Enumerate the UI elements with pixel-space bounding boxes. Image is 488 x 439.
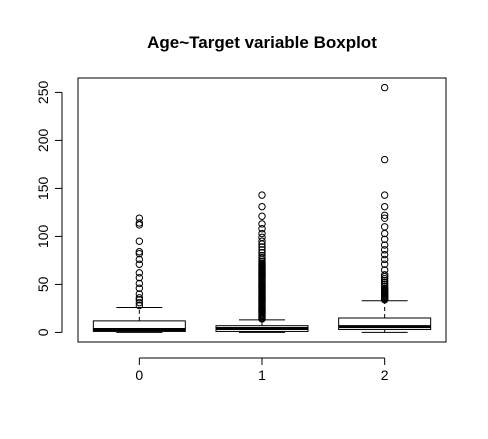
- outlier-point: [380, 202, 389, 211]
- x-tick-label: 0: [135, 367, 143, 383]
- outlier-point: [380, 276, 389, 285]
- outlier-point: [135, 301, 144, 310]
- outlier-point: [380, 83, 389, 92]
- outlier-point: [135, 284, 144, 292]
- outlier-point: [380, 260, 389, 268]
- y-tick-label: 250: [35, 81, 51, 105]
- outlier-point: [258, 251, 266, 260]
- outlier-point: [135, 269, 144, 277]
- y-tick-label: 200: [35, 129, 51, 153]
- outlier-point: [258, 212, 266, 220]
- outlier-point: [380, 241, 389, 249]
- y-tick-label: 50: [35, 276, 51, 292]
- outlier-point: [258, 202, 266, 211]
- box-group-1: [215, 191, 309, 333]
- outlier-point: [258, 237, 266, 245]
- outlier-point: [258, 257, 266, 266]
- outlier-point: [258, 220, 266, 228]
- outlier-point: [380, 214, 389, 222]
- outlier-point: [258, 229, 266, 238]
- outlier-point: [258, 249, 266, 257]
- outlier-point: [380, 191, 389, 199]
- outlier-point: [380, 274, 389, 283]
- chart-title: Age~Target variable Boxplot: [147, 33, 377, 52]
- outlier-point: [258, 233, 266, 242]
- y-tick-label: 100: [35, 225, 51, 249]
- outlier-point: [380, 235, 389, 243]
- outlier-point: [380, 246, 389, 254]
- outlier-point: [135, 214, 144, 222]
- outlier-point: [258, 225, 266, 233]
- outlier-point: [380, 255, 389, 264]
- outlier-point: [135, 249, 144, 258]
- outlier-point: [135, 290, 144, 298]
- outlier-point: [380, 211, 389, 219]
- outlier-point: [135, 255, 144, 264]
- outlier-point: [380, 282, 389, 291]
- outlier-point: [380, 266, 389, 274]
- box-group-2: [338, 83, 432, 333]
- plot-area-frame: [77, 77, 447, 343]
- x-tick-label: 1: [258, 367, 266, 383]
- outlier-point: [258, 259, 266, 267]
- outlier-point: [380, 278, 389, 287]
- outlier-point: [258, 243, 266, 251]
- outlier-point: [380, 250, 389, 259]
- x-tick-label: 2: [381, 367, 389, 383]
- outlier-point: [258, 253, 266, 262]
- outlier-point: [258, 246, 266, 254]
- outlier-point: [380, 155, 389, 164]
- box-iqr: [92, 320, 186, 332]
- outlier-point: [135, 237, 144, 245]
- outlier-point: [135, 248, 144, 256]
- y-tick-label: 0: [35, 328, 51, 336]
- outlier-point: [135, 296, 144, 304]
- outlier-point: [380, 280, 389, 289]
- x-axis: 0 1 2: [135, 357, 389, 383]
- outlier-point: [135, 298, 144, 307]
- y-tick-label: 150: [35, 177, 51, 201]
- outlier-point: [135, 219, 144, 227]
- box-series: [92, 83, 432, 333]
- outlier-point: [135, 260, 144, 268]
- box-iqr: [338, 317, 432, 331]
- outlier-point: [380, 223, 389, 231]
- outlier-point: [135, 279, 144, 288]
- outlier-point: [135, 273, 144, 282]
- outlier-point: [380, 284, 389, 292]
- box-group-0: [92, 214, 186, 333]
- outlier-point: [258, 191, 266, 199]
- outlier-point: [135, 294, 144, 302]
- outlier-point: [380, 271, 389, 279]
- y-axis: 0 50 100 150 200 250: [35, 81, 63, 336]
